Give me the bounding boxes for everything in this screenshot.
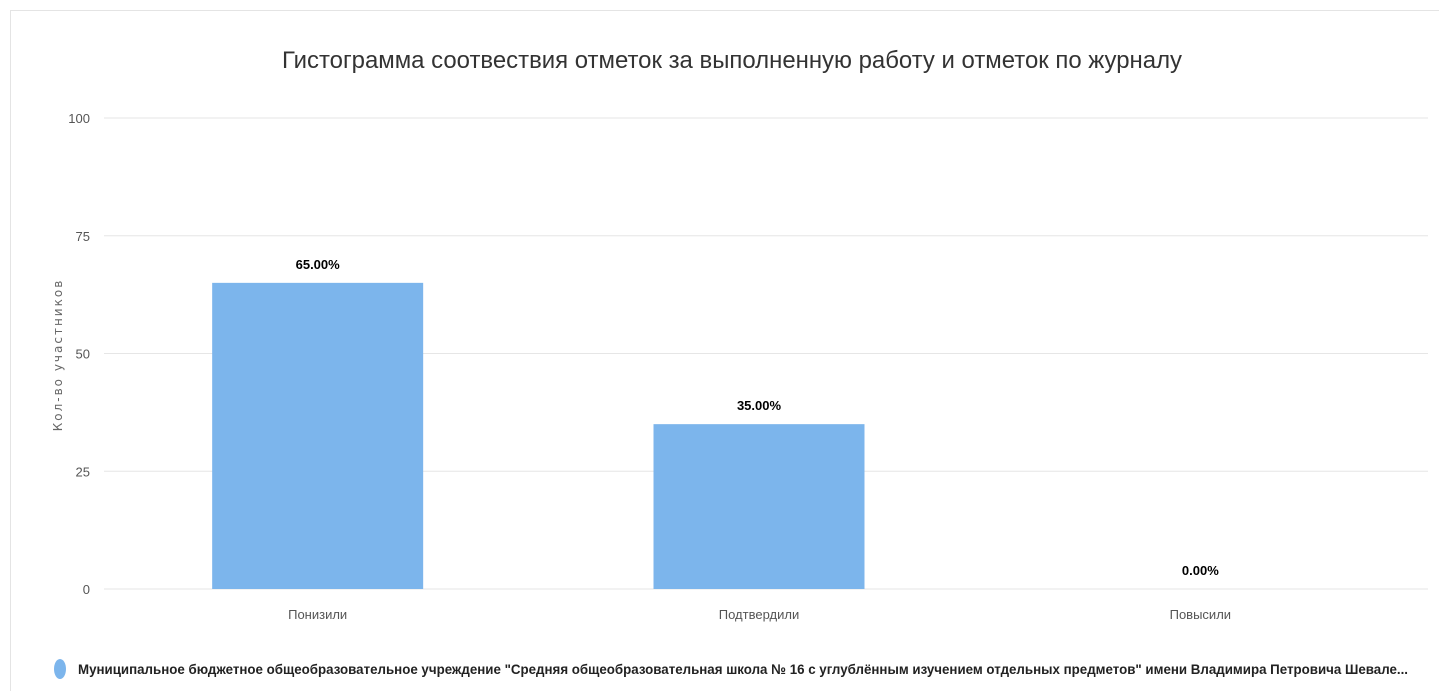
y-tick-label: 25 (76, 464, 90, 479)
bars (212, 282, 865, 589)
y-axis-label: Кол-во участников (51, 279, 65, 432)
y-tick-label: 50 (76, 347, 90, 362)
y-tick-label: 75 (76, 229, 90, 244)
data-labels: 65.00% 35.00% 0.00% (296, 257, 1220, 578)
x-category-label: Повысили (1170, 607, 1231, 622)
legend-series-name[interactable]: Муниципальное бюджетное общеобразователь… (78, 661, 1408, 677)
data-label: 35.00% (737, 398, 782, 413)
legend[interactable]: Муниципальное бюджетное общеобразователь… (54, 659, 1408, 679)
x-category-label: Подтвердили (719, 607, 799, 622)
y-tick-label: 100 (68, 111, 90, 126)
legend-marker-icon[interactable] (54, 659, 66, 679)
bar (653, 424, 865, 589)
data-label: 65.00% (296, 257, 341, 272)
y-tick-label: 0 (83, 582, 90, 597)
data-label: 0.00% (1182, 563, 1219, 578)
y-axis-ticks: 0 25 50 75 100 (68, 111, 90, 597)
x-category-label: Понизили (288, 607, 347, 622)
chart-title: Гистограмма соотвествия отметок за выпол… (282, 47, 1182, 74)
x-axis-categories: Понизили Подтвердили Повысили (288, 607, 1231, 622)
bar (212, 282, 424, 589)
